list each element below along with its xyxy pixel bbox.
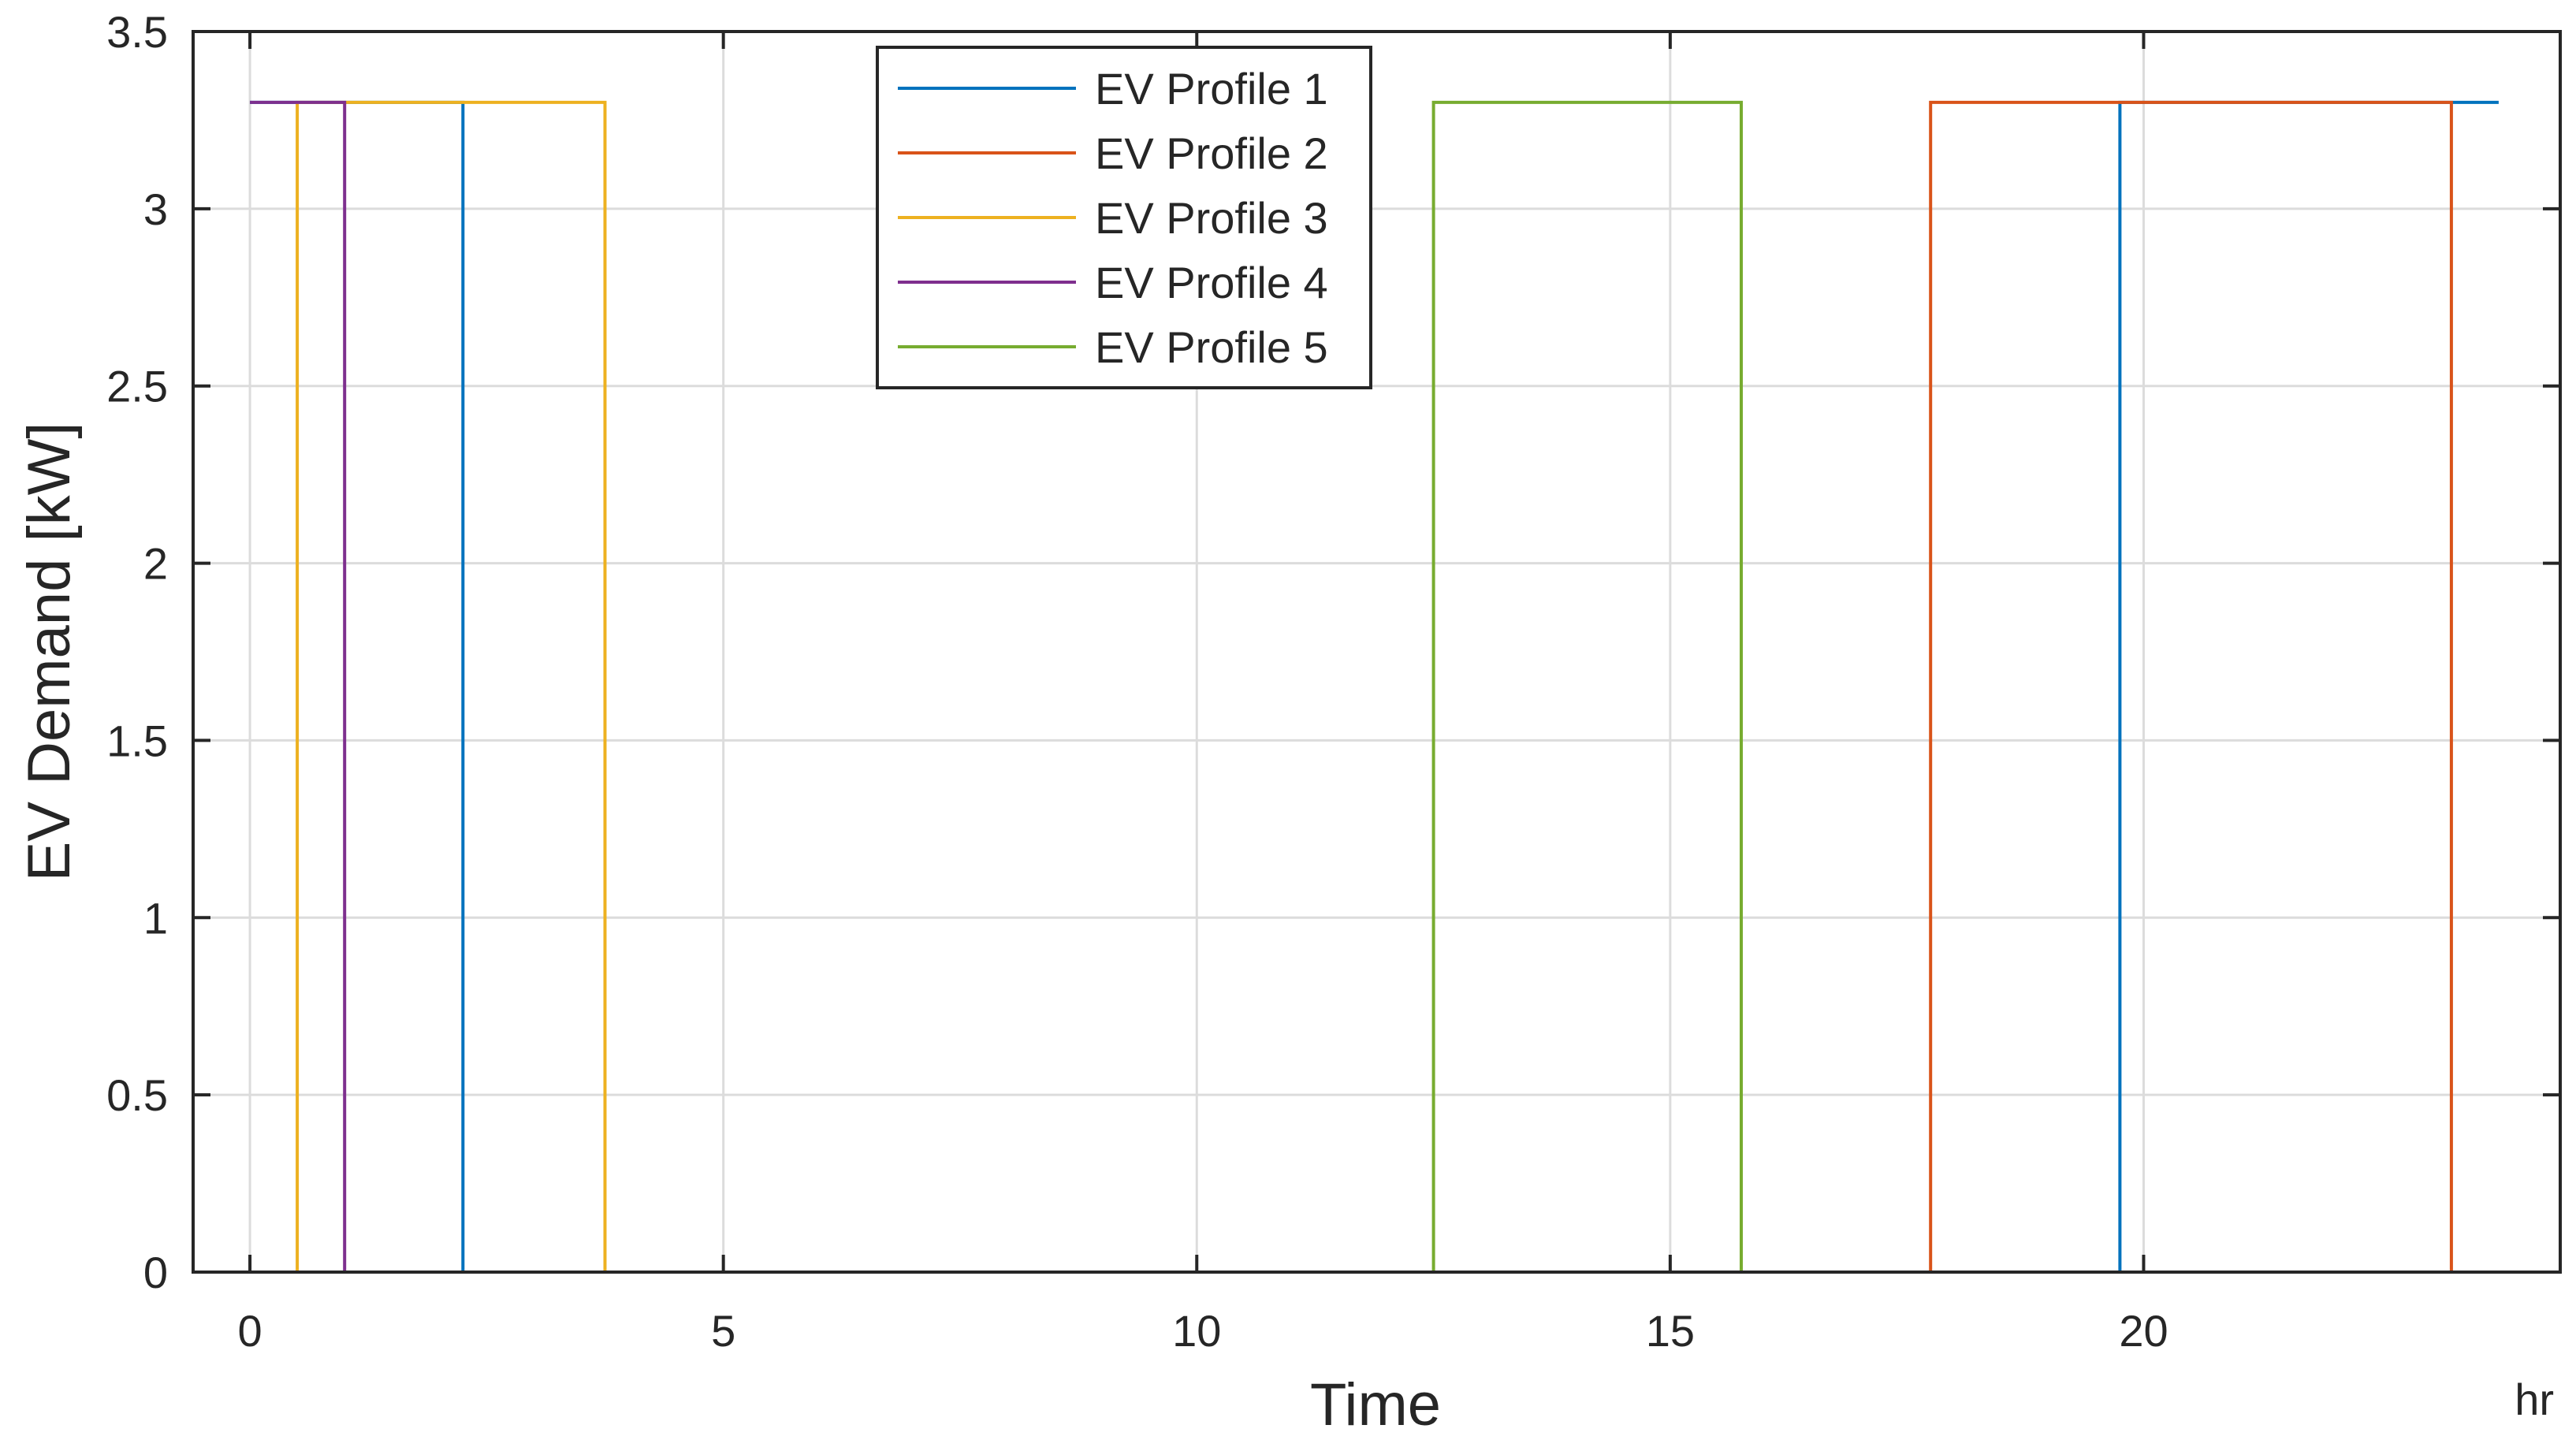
y-tick-label: 2.5 (106, 362, 168, 411)
x-tick-label: 5 (711, 1306, 735, 1356)
plot-frame (192, 30, 2562, 1274)
x-tick-label: 20 (2119, 1306, 2168, 1356)
legend-label: EV Profile 4 (1095, 258, 1328, 307)
y-tick-label: 3 (143, 184, 168, 234)
legend-label: EV Profile 3 (1095, 193, 1328, 243)
y-axis-label: EV Demand [kW] (16, 422, 83, 882)
y-tick-label: 0 (143, 1248, 168, 1297)
y-tick-label: 3.5 (106, 7, 168, 57)
x-axis-label: Time (1310, 1371, 1441, 1438)
legend-label: EV Profile 1 (1095, 64, 1328, 113)
x-axis-unit: hr (2515, 1375, 2554, 1424)
y-tick-label: 1 (143, 893, 168, 943)
y-tick-label: 0.5 (106, 1070, 168, 1120)
axis-ticks: 0 5 10 15 20 0 0.5 1 1.5 2 2.5 3 3.5 (106, 7, 2560, 1356)
legend-label: EV Profile 5 (1095, 322, 1328, 372)
legend-label: EV Profile 2 (1095, 128, 1328, 178)
x-tick-label: 10 (1172, 1306, 1221, 1356)
x-tick-label: 0 (237, 1306, 262, 1356)
y-tick-label: 1.5 (106, 716, 168, 765)
legend: EV Profile 1 EV Profile 2 EV Profile 3 EV P… (876, 46, 1372, 389)
x-tick-label: 15 (1646, 1306, 1695, 1356)
y-tick-label: 2 (143, 539, 168, 589)
plot-area (193, 32, 2560, 1272)
